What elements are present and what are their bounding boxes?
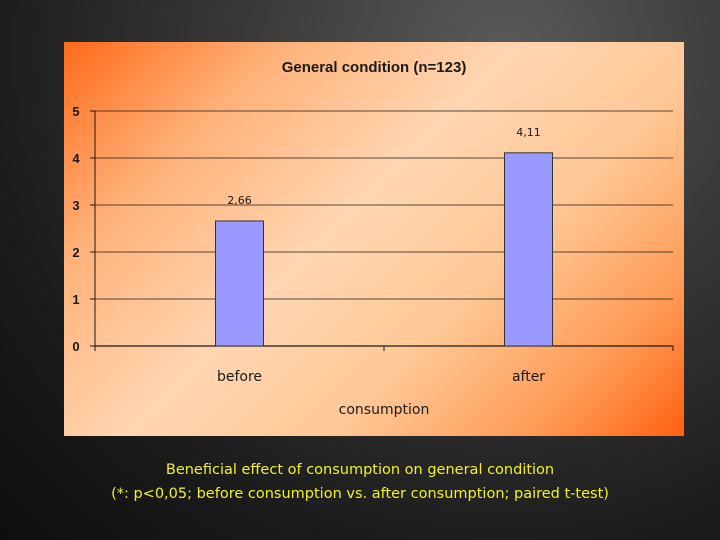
bar-after [504,152,553,347]
category-label-before: before [217,369,262,385]
y-tick-label: 0 [72,339,79,354]
chart-panel: General condition (n=123) 0 1 2 3 4 5 2,66 befo… [64,42,684,436]
caption-line-2: (*: p<0,05; before consumption vs. after… [111,486,609,502]
chart-title: General condition (n=123) [282,59,467,76]
y-tick-label: 4 [72,151,80,166]
data-label-before: 2,66 [227,194,252,207]
grid-lines [95,110,673,347]
labels: 0 1 2 3 4 5 2,66 before 4,11 after [72,104,545,385]
x-axis-title: consumption [339,402,430,418]
data-label-after: 4,11 [516,126,541,139]
bar-before [215,220,264,347]
axes [90,110,674,351]
bar-chart: General condition (n=123) 0 1 2 3 4 5 2,66 befo… [72,59,674,418]
y-tick-label: 5 [72,104,79,119]
caption-line-1: Beneficial effect of consumption on gene… [165,462,555,478]
y-tick-label: 2 [72,245,79,260]
y-tick-label: 3 [72,198,79,213]
bars [215,152,553,347]
category-label-after: after [512,369,545,385]
y-tick-label: 1 [72,292,79,307]
caption: Beneficial effect of consumption on gene… [0,458,720,506]
